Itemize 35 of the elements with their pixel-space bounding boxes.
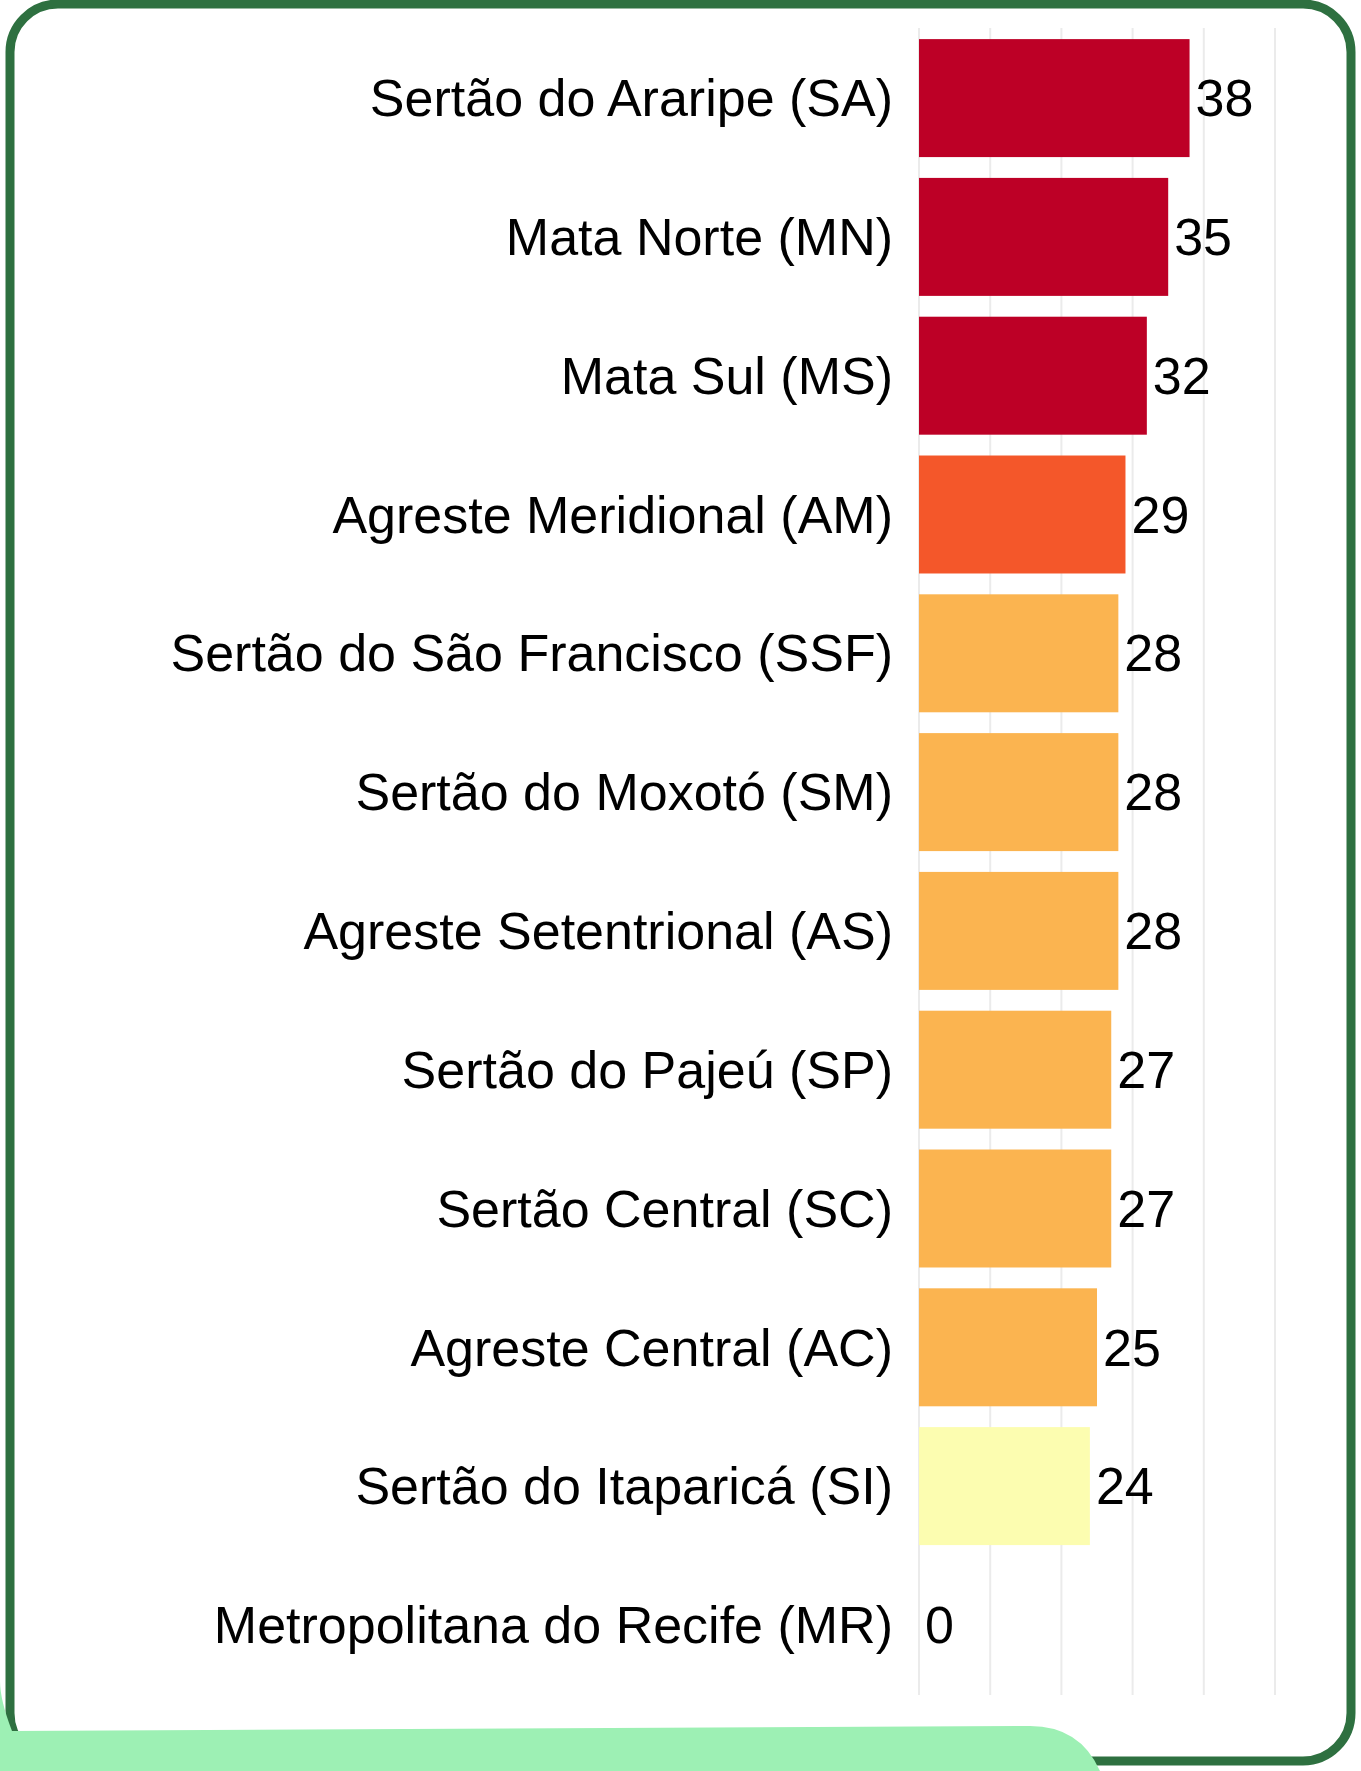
bar <box>919 1288 1097 1407</box>
y-tick-label: Sertão do Itaparicá (SI) <box>355 1457 893 1516</box>
data-label: 0 <box>925 1596 954 1655</box>
bar <box>919 177 1169 296</box>
y-tick-label: Sertão do Araripe (SA) <box>369 69 893 128</box>
data-label: 28 <box>1124 902 1183 961</box>
data-label: 27 <box>1117 1040 1176 1099</box>
bar <box>919 316 1147 435</box>
y-tick-label: Agreste Meridional (AM) <box>332 485 893 544</box>
data-label: 29 <box>1131 485 1190 544</box>
data-label: 27 <box>1117 1179 1176 1238</box>
data-label: 35 <box>1174 208 1233 267</box>
data-label: 32 <box>1152 346 1211 405</box>
data-label: 28 <box>1124 763 1183 822</box>
data-label: 28 <box>1124 624 1183 683</box>
y-tick-label: Agreste Central (AC) <box>410 1318 893 1377</box>
bar <box>919 871 1119 990</box>
bar <box>919 1427 1090 1546</box>
bar <box>919 733 1119 852</box>
bar <box>919 39 1190 158</box>
bar <box>919 594 1119 713</box>
bar <box>919 1149 1112 1268</box>
y-tick-label: Metropolitana do Recife (MR) <box>213 1596 893 1655</box>
y-tick-label: Agreste Setentrional (AS) <box>303 902 893 961</box>
y-tick-label: Mata Sul (MS) <box>560 346 893 405</box>
data-label: 38 <box>1195 69 1254 128</box>
y-tick-label: Mata Norte (MN) <box>505 208 893 267</box>
y-tick-label: Sertão do Pajeú (SP) <box>401 1040 893 1099</box>
y-tick-label: Sertão do Moxotó (SM) <box>355 763 893 822</box>
y-tick-label: Sertão Central (SC) <box>436 1179 893 1238</box>
y-tick-label: Sertão do São Francisco (SSF) <box>170 624 893 683</box>
bar <box>919 1010 1112 1129</box>
bar <box>919 455 1126 574</box>
data-label: 25 <box>1103 1318 1161 1377</box>
data-label: 24 <box>1095 1457 1154 1516</box>
